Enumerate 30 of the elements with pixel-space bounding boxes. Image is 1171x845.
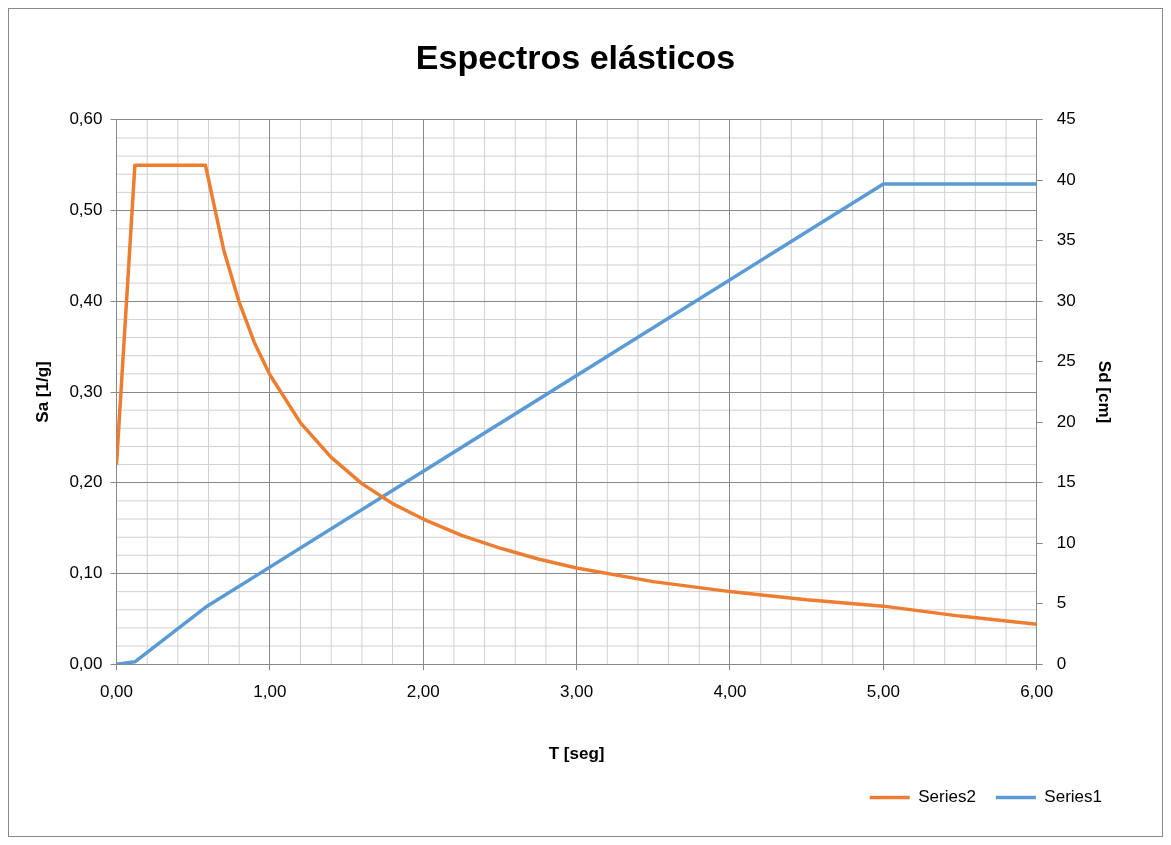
x-tick-label: 5,00: [866, 682, 900, 702]
y2-tick-label: 25: [1056, 351, 1076, 371]
x-tick-label: 3,00: [560, 682, 594, 702]
y-tick-label: 0,40: [69, 290, 103, 310]
y2-tick-label: 30: [1056, 290, 1076, 310]
y-tick-label: 0,00: [69, 653, 103, 673]
y2-tick-label: 40: [1056, 169, 1076, 189]
y2-axis-title: Sd [cm]: [1095, 360, 1115, 424]
chart-title: Espectros elásticos: [415, 37, 736, 76]
x-tick-label: 1,00: [253, 682, 287, 702]
y2-tick-label: 5: [1056, 593, 1067, 613]
y2-tick-label: 15: [1056, 472, 1076, 492]
x-tick-label: 2,00: [406, 682, 440, 702]
y-axis-title: Sa [1/g]: [32, 361, 52, 423]
x-tick-label: 4,00: [713, 682, 747, 702]
y2-tick-label: 10: [1056, 532, 1076, 552]
x-tick-label: 0,00: [99, 682, 134, 702]
x-axis-title: T [seg]: [548, 744, 605, 764]
y2-tick-label: 35: [1056, 230, 1076, 250]
y-tick-label: 0,10: [69, 563, 103, 583]
y-tick-label: 0,30: [69, 381, 103, 401]
y2-tick-label: 45: [1056, 109, 1076, 129]
y2-tick-label: 0: [1056, 653, 1067, 673]
y2-tick-label: 20: [1056, 411, 1076, 431]
x-tick-label: 6,00: [1020, 682, 1054, 702]
legend-label: Series1: [1044, 787, 1102, 807]
y-tick-label: 0,50: [69, 200, 103, 220]
y-tick-label: 0,20: [69, 472, 103, 492]
legend-label: Series2: [918, 787, 976, 807]
y-tick-label: 0,60: [69, 109, 103, 129]
